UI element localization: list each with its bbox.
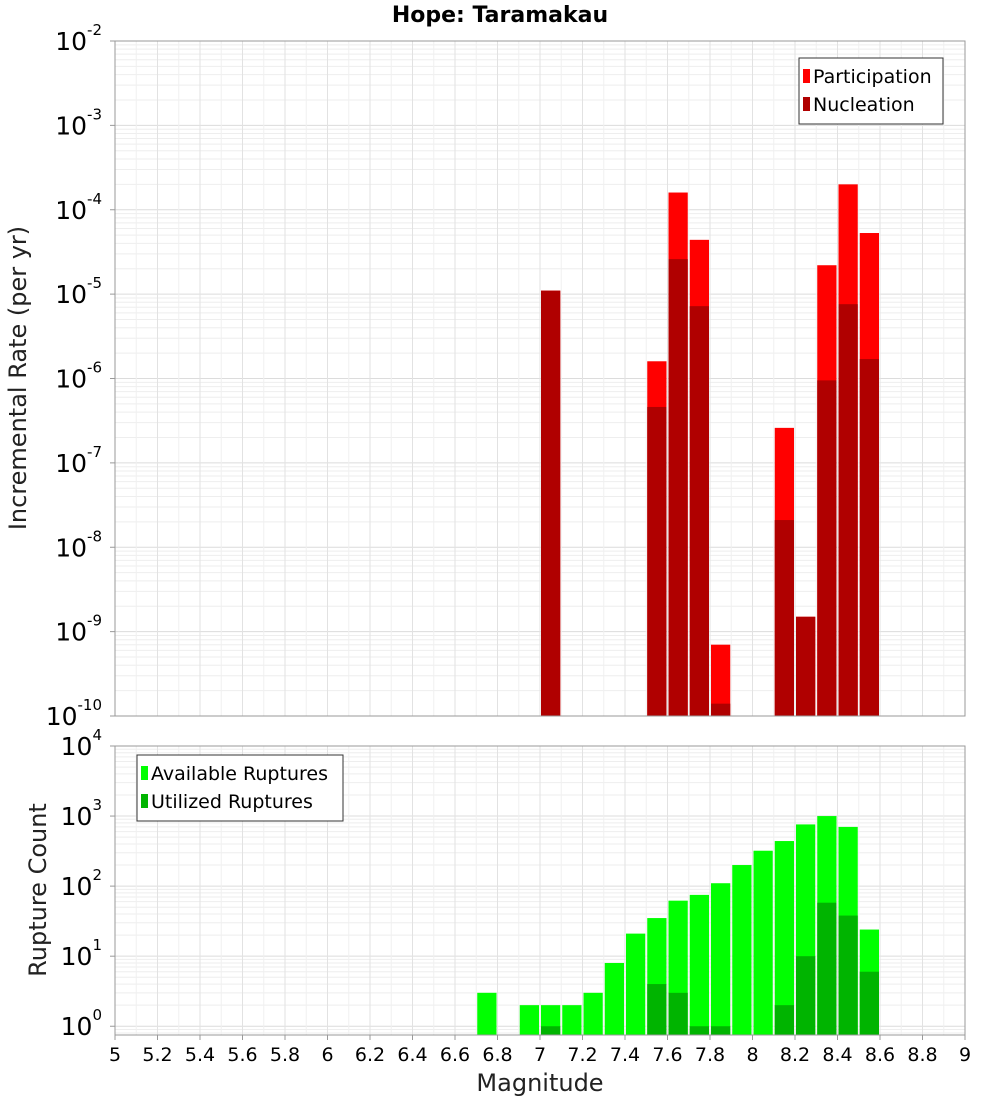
- top-y-tick-label: 10-4: [55, 190, 102, 225]
- x-tick-label: 5.2: [142, 1044, 172, 1066]
- x-tick-label: 6.2: [355, 1044, 385, 1066]
- x-tick-label: 8.8: [907, 1044, 937, 1066]
- legend-label: Available Ruptures: [151, 763, 328, 785]
- x-tick-label: 8.2: [780, 1044, 810, 1066]
- bar: [838, 915, 858, 1035]
- bottom-y-tick-label: 104: [61, 726, 102, 761]
- bar: [519, 1005, 539, 1035]
- bar: [604, 962, 624, 1035]
- x-tick-label: 6: [321, 1044, 333, 1066]
- bar: [838, 304, 858, 716]
- top-y-tick-label: 10-3: [55, 105, 102, 140]
- bar: [626, 933, 646, 1035]
- bar: [817, 380, 837, 716]
- x-tick-label: 6.4: [397, 1044, 427, 1066]
- top-grid: [114, 41, 966, 717]
- bar: [859, 359, 879, 716]
- bar: [647, 984, 667, 1035]
- legend-swatch: [803, 97, 810, 111]
- bar: [774, 520, 794, 716]
- bar: [774, 841, 794, 1035]
- bar: [477, 992, 497, 1035]
- bottom-legend: Available Ruptures Utilized Ruptures: [136, 754, 344, 822]
- top-y-tick-label: 10-7: [55, 443, 102, 478]
- x-tick-label: 5.6: [227, 1044, 257, 1066]
- bar: [817, 902, 837, 1035]
- legend-swatch: [803, 69, 810, 83]
- legend-box: [798, 57, 944, 125]
- legend-label: Participation: [813, 66, 932, 88]
- top-panel: 10-10 10-9 10-8 10-7 10-6 10-5 10-4 10-3 10-2 Par…: [46, 21, 966, 731]
- bar: [859, 971, 879, 1035]
- x-tick-label: 8.6: [865, 1044, 895, 1066]
- x-tick-label: 7.8: [695, 1044, 725, 1066]
- x-tick-label: 5.8: [270, 1044, 300, 1066]
- bottom-y-tick-label: 102: [61, 866, 102, 901]
- x-axis-label: Magnitude: [476, 1069, 603, 1097]
- bar: [774, 1005, 794, 1035]
- bar: [711, 644, 731, 716]
- top-y-tick-label: 10-8: [55, 527, 102, 562]
- bar: [668, 259, 688, 716]
- top-series-nucleation: [541, 259, 879, 716]
- top-y-tick-label: 10-5: [55, 274, 102, 309]
- bottom-panel: 100 101 102 103 104 5 5.2 5.4 5.6 5.8 6 6.2 6.4 6.6 6.…: [61, 726, 971, 1066]
- bottom-y-tick-label: 100: [61, 1006, 102, 1041]
- bottom-y-tick-label: 103: [61, 796, 102, 831]
- x-tick-label: 5.4: [185, 1044, 215, 1066]
- top-y-tick-label: 10-10: [46, 696, 102, 731]
- bar: [753, 850, 773, 1035]
- x-tick-label: 6.6: [440, 1044, 470, 1066]
- bar: [711, 703, 731, 716]
- bar: [689, 306, 709, 716]
- top-y-tick-label: 10-9: [55, 612, 102, 647]
- chart-title: Hope: Taramakau: [392, 3, 608, 28]
- bar: [583, 992, 603, 1035]
- bar: [541, 1026, 561, 1035]
- x-tick-label: 8: [746, 1044, 758, 1066]
- bar: [796, 956, 816, 1035]
- bar: [796, 616, 816, 716]
- legend-label: Nucleation: [813, 94, 915, 116]
- bar: [562, 1005, 582, 1035]
- legend-swatch: [141, 766, 148, 780]
- bar: [689, 894, 709, 1035]
- legend-label: Utilized Ruptures: [151, 791, 313, 813]
- bar: [668, 992, 688, 1035]
- legend-box: [136, 754, 344, 822]
- bottom-series-utilized-ruptures: [541, 902, 879, 1035]
- bar: [647, 406, 667, 716]
- bar: [732, 865, 752, 1035]
- x-tick-label: 7.6: [652, 1044, 682, 1066]
- x-tick-label: 5: [109, 1044, 121, 1066]
- x-tick-label: 9: [959, 1044, 971, 1066]
- bar: [711, 1026, 731, 1035]
- x-tick-label: 7: [534, 1044, 546, 1066]
- legend-swatch: [141, 794, 148, 808]
- top-y-tick-label: 10-2: [55, 21, 102, 56]
- top-y-axis-label: Incremental Rate (per yr): [4, 226, 32, 530]
- bar: [541, 290, 561, 716]
- x-tick-label: 7.4: [610, 1044, 640, 1066]
- x-tick-label: 8.4: [822, 1044, 852, 1066]
- x-tick-label: 7.2: [567, 1044, 597, 1066]
- bar: [711, 883, 731, 1035]
- bottom-y-tick-label: 101: [61, 936, 102, 971]
- top-legend: Participation Nucleation: [798, 57, 944, 125]
- bottom-y-axis-label: Rupture Count: [24, 803, 52, 977]
- top-y-tick-label: 10-6: [55, 359, 102, 394]
- bar: [689, 1026, 709, 1035]
- x-tick-label: 6.8: [482, 1044, 512, 1066]
